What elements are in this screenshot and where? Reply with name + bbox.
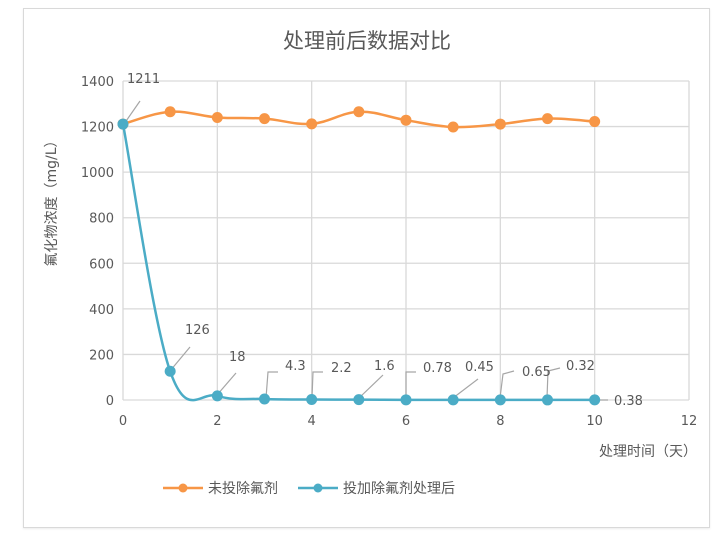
x-tick-label: 12 bbox=[681, 414, 698, 429]
data-label: 0.65 bbox=[522, 365, 551, 380]
x-tick-label: 0 bbox=[119, 414, 127, 429]
y-tick-label: 0 bbox=[106, 394, 114, 409]
marker-treated bbox=[117, 118, 129, 130]
marker-treated bbox=[589, 394, 601, 406]
y-tick-label: 600 bbox=[89, 257, 114, 272]
data-label: 0.38 bbox=[614, 394, 643, 409]
marker-untreated bbox=[306, 118, 318, 130]
x-axis-ticks: 0 2 4 6 8 10 12 bbox=[119, 414, 697, 429]
y-tick-label: 1200 bbox=[81, 121, 114, 136]
chart-title: 处理前后数据对比 bbox=[283, 29, 451, 53]
legend-marker-untreated bbox=[178, 483, 188, 493]
marker-treated bbox=[259, 393, 270, 405]
marker-untreated bbox=[353, 106, 365, 118]
x-tick-label: 4 bbox=[308, 414, 316, 429]
chart-frame bbox=[23, 8, 710, 528]
leader-line bbox=[546, 367, 561, 399]
marker-untreated bbox=[494, 118, 506, 130]
data-label: 18 bbox=[229, 350, 246, 365]
x-tick-label: 6 bbox=[402, 414, 410, 429]
legend-label-untreated: 未投除氟剂 bbox=[208, 481, 278, 497]
marker-treated bbox=[306, 393, 318, 405]
data-label: 0.32 bbox=[566, 359, 595, 374]
data-label: 0.78 bbox=[423, 361, 452, 376]
data-label: 1211 bbox=[127, 72, 160, 87]
data-label: 0.45 bbox=[465, 360, 494, 375]
data-labels: 1211 126 18 4.3 2.2 1.6 0.78 0.45 0.65 0.32 0.38 bbox=[127, 72, 643, 409]
data-label: 126 bbox=[185, 323, 210, 338]
y-axis-ticks: 0 200 400 600 800 1000 1200 1400 bbox=[81, 75, 114, 409]
legend-marker-treated bbox=[313, 483, 323, 493]
leader-line bbox=[452, 378, 479, 399]
marker-untreated bbox=[400, 114, 412, 126]
series-line-treated bbox=[121, 123, 595, 402]
leader-line bbox=[499, 370, 515, 399]
y-tick-label: 1000 bbox=[81, 166, 114, 181]
marker-treated bbox=[164, 365, 176, 377]
marker-untreated bbox=[259, 113, 270, 125]
data-label: 4.3 bbox=[285, 359, 306, 374]
x-tick-label: 10 bbox=[586, 414, 603, 429]
data-label: 2.2 bbox=[331, 361, 352, 376]
marker-untreated bbox=[542, 113, 553, 125]
leader-line bbox=[405, 371, 416, 398]
x-tick-label: 2 bbox=[213, 414, 221, 429]
y-axis-label: 氟化物浓度（mg/L） bbox=[44, 133, 60, 266]
x-axis-label: 处理时间（天） bbox=[599, 444, 697, 460]
x-tick-label: 8 bbox=[496, 414, 504, 429]
marker-untreated bbox=[589, 116, 601, 128]
y-tick-label: 800 bbox=[89, 212, 114, 227]
gridlines bbox=[122, 80, 690, 401]
data-label-leaders bbox=[123, 100, 608, 401]
marker-treated bbox=[542, 394, 553, 406]
marker-untreated bbox=[211, 111, 223, 123]
marker-untreated bbox=[447, 121, 459, 133]
marker-treated bbox=[400, 394, 412, 406]
y-tick-label: 1400 bbox=[81, 75, 114, 90]
series-lines bbox=[117, 106, 601, 406]
leader-line bbox=[311, 371, 323, 399]
marker-untreated bbox=[164, 106, 176, 118]
y-tick-label: 200 bbox=[89, 348, 114, 363]
marker-treated bbox=[211, 390, 223, 402]
leader-line bbox=[265, 371, 278, 399]
legend: 未投除氟剂 投加除氟剂处理后 bbox=[163, 481, 455, 497]
marker-treated bbox=[353, 394, 365, 406]
data-label: 1.6 bbox=[374, 359, 395, 374]
y-tick-label: 400 bbox=[89, 303, 114, 318]
leader-line bbox=[358, 374, 384, 399]
legend-label-treated: 投加除氟剂处理后 bbox=[343, 481, 455, 497]
marker-treated bbox=[494, 394, 506, 406]
marker-treated bbox=[447, 394, 459, 406]
